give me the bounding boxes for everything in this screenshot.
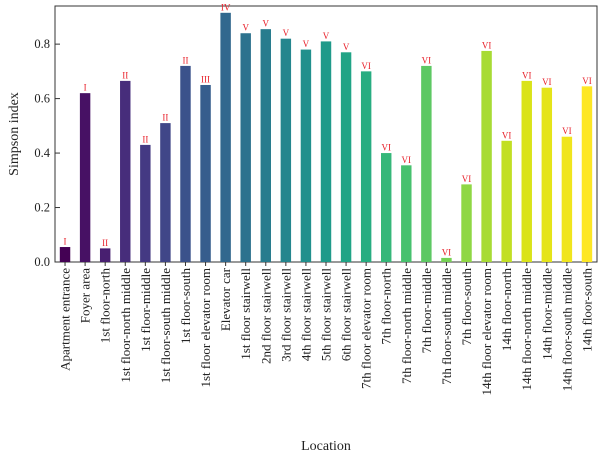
bar-data-label: VI bbox=[442, 247, 452, 257]
bar-data-label: VI bbox=[482, 40, 492, 50]
bar bbox=[360, 71, 372, 263]
bar bbox=[260, 29, 271, 262]
bar bbox=[160, 123, 171, 262]
bar bbox=[441, 257, 452, 262]
bar-data-label: VI bbox=[422, 55, 432, 65]
x-tick-label: 14th floor-north bbox=[499, 268, 514, 352]
bar-data-label: V bbox=[303, 39, 310, 49]
bar-data-label: V bbox=[343, 42, 350, 52]
bar bbox=[79, 93, 91, 263]
bar-data-label: VI bbox=[542, 77, 552, 87]
x-tick-label: Apartment entrance bbox=[58, 268, 73, 371]
y-axis-title: Simpson index bbox=[7, 92, 22, 176]
bar bbox=[200, 84, 211, 262]
bars bbox=[59, 12, 593, 263]
x-tick-label: 7th floor elevator room bbox=[359, 268, 374, 389]
x-tick-label: 1st floor-middle bbox=[138, 268, 153, 352]
x-tick-label: 1st floor-south bbox=[178, 268, 193, 344]
bar-data-label: VI bbox=[562, 126, 572, 136]
bar-data-label: VI bbox=[402, 155, 412, 165]
bar-data-label: IV bbox=[221, 2, 231, 12]
bar bbox=[240, 33, 251, 263]
bar bbox=[59, 247, 71, 262]
x-axis-title: Location bbox=[301, 439, 351, 454]
bar bbox=[541, 87, 553, 263]
y-tick-label: 0.8 bbox=[34, 37, 50, 51]
x-tick-label: 1st floor-north bbox=[98, 268, 113, 344]
bar-data-label: V bbox=[242, 23, 249, 33]
x-tick-label: 4th floor stairwell bbox=[298, 268, 313, 362]
bar bbox=[481, 50, 492, 262]
bar-data-label: III bbox=[201, 74, 210, 84]
bar bbox=[300, 49, 312, 263]
x-tick-label: 5th floor stairwell bbox=[319, 268, 334, 362]
bar bbox=[461, 184, 472, 262]
bar-data-label: VI bbox=[361, 61, 371, 71]
bar-data-label: I bbox=[64, 237, 67, 247]
x-axis-tick-labels: Apartment entrance Foyer area 1st floor-no… bbox=[58, 262, 594, 395]
x-tick-label: 6th floor stairwell bbox=[339, 268, 354, 362]
bar bbox=[501, 140, 512, 262]
x-tick-label: 7th floor-north bbox=[379, 268, 394, 345]
x-tick-label: 14th floor-middle bbox=[539, 268, 554, 360]
y-axis-ticks: 0.0 0.2 0.4 0.6 0.8 bbox=[34, 37, 60, 269]
bar bbox=[421, 65, 432, 263]
bar-data-label: I bbox=[84, 83, 87, 93]
x-tick-label: 1st floor stairwell bbox=[238, 268, 253, 360]
bar-data-label: II bbox=[122, 70, 128, 80]
bar-data-label: II bbox=[182, 55, 188, 65]
bar-data-label: II bbox=[162, 113, 168, 123]
bar-data-label: VI bbox=[582, 76, 592, 86]
bar-data-label: V bbox=[323, 31, 330, 41]
x-tick-label: 7th floor-south bbox=[459, 268, 474, 346]
y-tick-label: 0.2 bbox=[34, 201, 50, 215]
x-tick-label: Foyer area bbox=[78, 268, 93, 323]
x-tick-label: 14th floor elevator room bbox=[479, 268, 494, 395]
bar-data-label: VI bbox=[462, 174, 472, 184]
bar bbox=[220, 12, 231, 262]
bar bbox=[381, 153, 392, 262]
bar bbox=[581, 86, 593, 262]
x-tick-label: 14th floor-south bbox=[579, 268, 594, 352]
x-tick-label: 1st floor elevator room bbox=[198, 268, 213, 388]
x-tick-label: 7th floor-south middle bbox=[439, 268, 454, 385]
bar-data-label: VI bbox=[381, 143, 391, 153]
bar-data-label: V bbox=[283, 28, 290, 38]
x-tick-label: 1st floor-north middle bbox=[118, 268, 133, 383]
y-tick-label: 0.4 bbox=[34, 146, 50, 160]
bar bbox=[120, 80, 131, 262]
bar-data-label: VI bbox=[522, 70, 532, 80]
x-tick-label: 14th floor-south middle bbox=[559, 268, 574, 391]
bar bbox=[140, 144, 151, 262]
bar-data-label: V bbox=[263, 19, 270, 29]
bar bbox=[561, 136, 573, 262]
x-tick-label: 1st floor-south middle bbox=[158, 268, 173, 384]
bar bbox=[401, 165, 412, 262]
bar bbox=[521, 80, 532, 262]
bar-data-label: II bbox=[102, 238, 108, 248]
x-tick-label: 7th floor-north middle bbox=[399, 268, 414, 384]
x-tick-label: Elevator car bbox=[218, 267, 233, 331]
y-tick-label: 0.6 bbox=[34, 92, 50, 106]
bar-data-label: II bbox=[142, 134, 148, 144]
bar bbox=[320, 41, 332, 263]
x-tick-label: 3rd floor stairwell bbox=[278, 268, 293, 362]
x-tick-label: 7th floor-middle bbox=[419, 268, 434, 354]
bar bbox=[340, 52, 352, 263]
bar bbox=[280, 38, 292, 263]
x-tick-label: 2nd floor stairwell bbox=[258, 268, 273, 364]
y-tick-label: 0.0 bbox=[34, 255, 50, 269]
bar bbox=[180, 65, 191, 263]
bar bbox=[99, 248, 111, 262]
bar-data-label: VI bbox=[502, 130, 512, 140]
x-tick-label: 14th floor-north middle bbox=[519, 268, 534, 391]
